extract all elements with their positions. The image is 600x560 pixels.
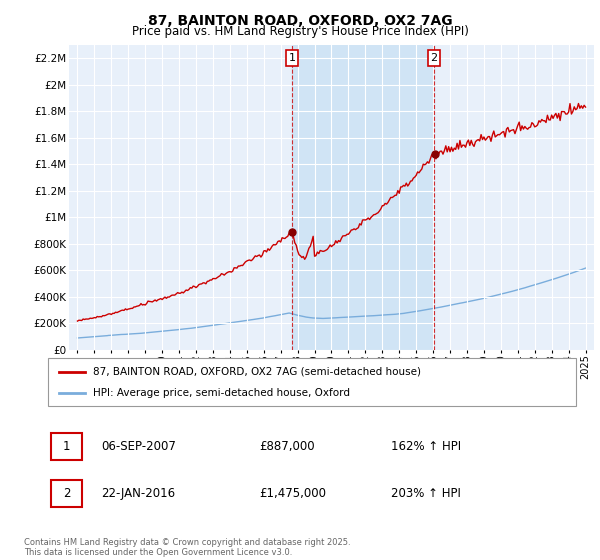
Text: 162% ↑ HPI: 162% ↑ HPI bbox=[391, 440, 461, 454]
Text: 06-SEP-2007: 06-SEP-2007 bbox=[101, 440, 176, 454]
Text: Price paid vs. HM Land Registry's House Price Index (HPI): Price paid vs. HM Land Registry's House … bbox=[131, 25, 469, 38]
Text: £1,475,000: £1,475,000 bbox=[259, 487, 326, 500]
Text: 1: 1 bbox=[63, 440, 70, 454]
Text: HPI: Average price, semi-detached house, Oxford: HPI: Average price, semi-detached house,… bbox=[93, 388, 350, 398]
Text: 87, BAINTON ROAD, OXFORD, OX2 7AG (semi-detached house): 87, BAINTON ROAD, OXFORD, OX2 7AG (semi-… bbox=[93, 367, 421, 377]
Text: 2: 2 bbox=[430, 53, 437, 63]
Text: 22-JAN-2016: 22-JAN-2016 bbox=[101, 487, 175, 500]
Bar bbox=[50, 433, 82, 460]
Text: £887,000: £887,000 bbox=[259, 440, 315, 454]
Text: Contains HM Land Registry data © Crown copyright and database right 2025.
This d: Contains HM Land Registry data © Crown c… bbox=[24, 538, 350, 557]
Bar bbox=[50, 480, 82, 507]
Text: 87, BAINTON ROAD, OXFORD, OX2 7AG: 87, BAINTON ROAD, OXFORD, OX2 7AG bbox=[148, 14, 452, 28]
Text: 2: 2 bbox=[63, 487, 70, 500]
Text: 1: 1 bbox=[289, 53, 296, 63]
Text: 203% ↑ HPI: 203% ↑ HPI bbox=[391, 487, 461, 500]
Bar bbox=[292, 45, 434, 350]
